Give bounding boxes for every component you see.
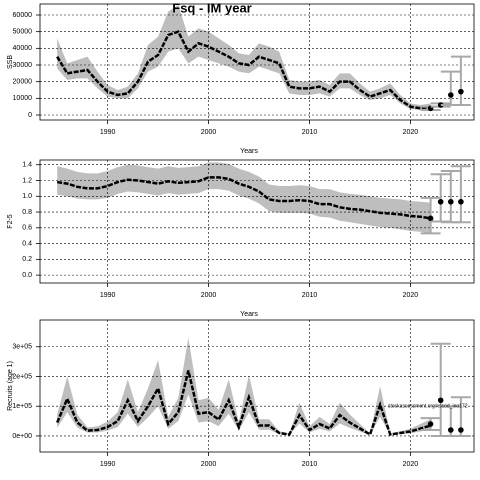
y-tick-label: 3e+05 xyxy=(12,344,32,351)
confidence-band xyxy=(57,5,431,110)
projection-point xyxy=(437,198,444,205)
y-tick-label: 60000 xyxy=(13,12,33,19)
projection-point xyxy=(458,198,464,205)
estimate-line xyxy=(56,30,431,110)
confidence-band xyxy=(57,337,431,436)
confidence-band xyxy=(57,162,431,234)
y-tick-label: 0 xyxy=(28,112,32,119)
x-tick-label: 2020 xyxy=(403,292,419,299)
x-tick-label: 2010 xyxy=(302,461,318,468)
y-tick-label: 0.4 xyxy=(22,240,32,247)
projection-point xyxy=(447,198,454,205)
x-axis-label: Years xyxy=(240,311,258,318)
x-tick-label: 2000 xyxy=(201,129,217,136)
x-tick-label: 1990 xyxy=(100,461,116,468)
projection-point xyxy=(447,427,454,433)
chart-title: Fsq - IM year xyxy=(172,0,251,15)
y-tick-label: 50000 xyxy=(13,29,33,36)
y-tick-label: 0e+00 xyxy=(12,433,32,440)
x-tick-label: 2000 xyxy=(201,461,217,468)
x-tick-label: 2020 xyxy=(403,129,419,136)
y-tick-label: 1.0 xyxy=(22,193,32,200)
plot-frame xyxy=(39,159,475,284)
y-tick-label: 10000 xyxy=(13,95,33,102)
y-tick-label: 1.4 xyxy=(22,162,32,169)
y-tick-label: 0.8 xyxy=(22,209,32,216)
y-tick-label: 0.2 xyxy=(22,256,32,263)
y-axis-label: SSB xyxy=(7,55,14,69)
annotation: stockassessment.org/nscod_ino172 xyxy=(388,404,468,410)
estimate-line xyxy=(56,370,431,437)
y-tick-label: 2e+05 xyxy=(12,373,32,380)
y-tick-label: 1e+05 xyxy=(12,403,32,410)
projection-point xyxy=(437,102,444,108)
y-tick-label: 40000 xyxy=(13,45,33,52)
plot-frame xyxy=(39,319,475,453)
plot-frame xyxy=(39,3,475,121)
x-tick-label: 2000 xyxy=(201,292,217,299)
projection-point xyxy=(447,92,454,98)
y-axis-label: Recruits (age 1) xyxy=(7,361,14,411)
projection-point xyxy=(458,427,464,433)
x-tick-label: 2010 xyxy=(302,292,318,299)
estimate-line xyxy=(56,176,431,220)
projection-point xyxy=(437,397,444,404)
projection-point xyxy=(458,88,464,95)
x-tick-label: 2010 xyxy=(302,129,318,136)
y-tick-label: 30000 xyxy=(13,62,33,69)
y-axis-label: F2-5 xyxy=(7,214,14,229)
projection-point xyxy=(427,421,434,427)
x-axis-label: Years xyxy=(240,148,258,155)
projection-point xyxy=(427,215,434,222)
x-tick-label: 2020 xyxy=(403,461,419,468)
y-tick-label: 1.2 xyxy=(22,177,32,184)
y-tick-label: 0.6 xyxy=(22,225,32,232)
y-tick-label: 0.0 xyxy=(22,272,32,279)
x-tick-label: 1990 xyxy=(100,292,116,299)
y-tick-label: 20000 xyxy=(13,79,33,86)
x-tick-label: 1990 xyxy=(100,129,116,136)
